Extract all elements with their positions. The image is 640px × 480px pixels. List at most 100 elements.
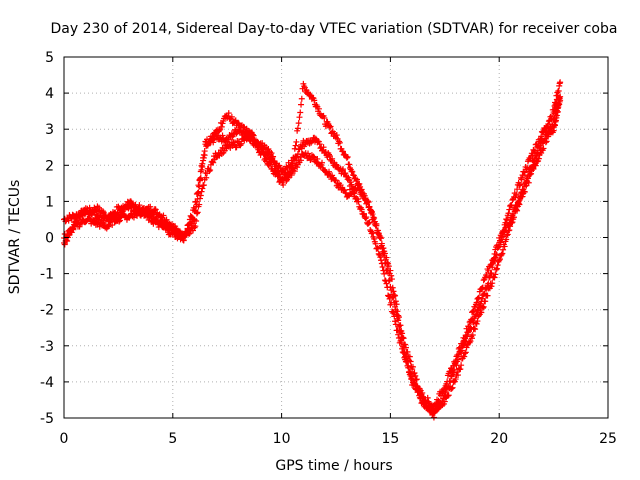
data-point <box>280 181 287 188</box>
data-point <box>404 358 411 365</box>
data-point <box>326 168 333 175</box>
data-point <box>377 254 384 261</box>
data-point <box>462 335 469 342</box>
data-point <box>415 386 422 393</box>
data-point <box>503 232 510 239</box>
data-point <box>336 138 343 145</box>
data-point <box>297 109 304 116</box>
data-point <box>462 349 469 356</box>
data-point <box>158 220 165 227</box>
data-point <box>557 93 564 100</box>
data-point <box>293 154 300 161</box>
data-point <box>142 206 149 213</box>
data-point <box>398 339 405 346</box>
data-point <box>444 378 451 385</box>
data-point <box>350 189 357 196</box>
data-point <box>230 131 237 138</box>
series-track-3 <box>61 93 564 416</box>
data-point <box>196 177 203 184</box>
data-point <box>458 362 465 369</box>
data-point <box>391 313 398 320</box>
data-point <box>518 176 525 183</box>
data-point <box>197 192 204 199</box>
data-point <box>378 242 385 249</box>
data-layer <box>61 79 564 421</box>
x-tick-label: 0 <box>60 431 69 447</box>
data-point <box>131 204 138 211</box>
x-axis-label: GPS time / hours <box>275 458 392 474</box>
data-point <box>517 181 524 188</box>
data-point <box>490 255 497 262</box>
data-point <box>238 140 245 147</box>
data-point <box>339 166 346 173</box>
data-point <box>152 206 159 213</box>
data-point <box>275 172 282 179</box>
data-point <box>474 318 481 325</box>
data-point <box>183 228 190 235</box>
grid-layer <box>64 57 608 418</box>
y-axis-label: SDTVAR / TECUs <box>7 180 23 295</box>
data-point <box>368 230 375 237</box>
data-point <box>372 240 379 247</box>
data-point <box>516 182 523 189</box>
data-point <box>71 222 78 229</box>
data-point <box>333 177 339 184</box>
data-point <box>503 216 510 223</box>
data-point <box>363 214 370 221</box>
data-point <box>353 187 360 194</box>
data-point <box>147 212 154 219</box>
data-point <box>509 196 516 203</box>
data-point <box>508 220 515 227</box>
data-point <box>321 115 328 122</box>
data-point <box>377 235 384 242</box>
data-point <box>395 317 402 324</box>
data-point <box>311 154 318 161</box>
data-point <box>381 277 388 284</box>
data-point <box>198 188 205 195</box>
data-point <box>464 329 471 336</box>
data-point <box>469 331 476 338</box>
data-point <box>521 188 528 195</box>
data-point <box>388 272 395 279</box>
chart-title: Day 230 of 2014, Sidereal Day-to-day VTE… <box>51 21 618 37</box>
data-point <box>370 214 377 221</box>
data-point <box>207 167 214 174</box>
data-point <box>378 260 385 267</box>
data-point <box>496 256 503 263</box>
data-point <box>341 187 348 194</box>
x-tick-label: 20 <box>490 431 508 447</box>
data-point <box>392 306 399 313</box>
data-point <box>515 200 522 207</box>
data-point <box>361 192 368 199</box>
series-track-1 <box>61 79 564 421</box>
data-point <box>482 298 489 305</box>
data-point <box>67 229 74 236</box>
data-point <box>183 229 190 236</box>
data-point <box>400 350 407 357</box>
data-point <box>250 132 257 139</box>
data-point <box>193 218 200 225</box>
data-point <box>374 244 381 251</box>
data-point <box>380 267 387 274</box>
data-point <box>326 124 333 131</box>
data-point <box>268 150 275 157</box>
data-point <box>539 129 546 136</box>
data-point <box>163 225 170 232</box>
y-tick-label: -3 <box>40 339 54 355</box>
data-point <box>277 164 284 171</box>
data-point <box>441 398 448 405</box>
data-point <box>389 294 396 301</box>
data-point <box>344 154 351 161</box>
data-point <box>326 151 333 158</box>
data-point <box>469 308 476 315</box>
data-point <box>219 132 226 139</box>
data-point <box>444 392 451 399</box>
data-point <box>339 167 346 174</box>
data-point <box>385 269 392 276</box>
data-point <box>392 318 399 325</box>
data-point <box>327 123 334 130</box>
data-point <box>416 394 423 401</box>
data-point <box>384 266 391 273</box>
data-point <box>350 172 357 179</box>
data-point <box>69 226 76 233</box>
